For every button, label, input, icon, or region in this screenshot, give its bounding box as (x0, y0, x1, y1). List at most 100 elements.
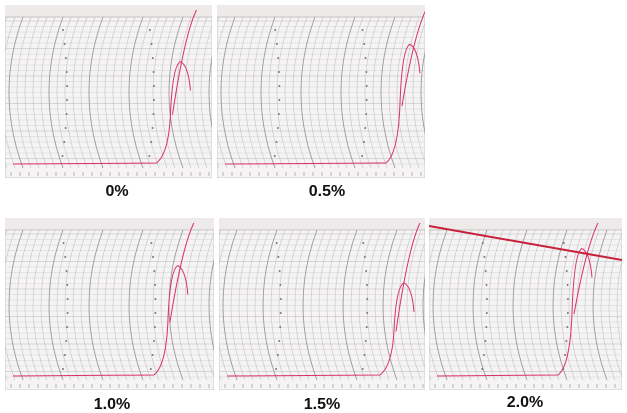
paper-arc (334, 229, 350, 381)
marker-dot (484, 340, 487, 342)
paper-arc (364, 16, 380, 169)
marker-dot (153, 270, 156, 272)
paper-arc (326, 229, 342, 381)
marker-dot (365, 113, 368, 115)
marker-dot (361, 29, 364, 31)
marker-dot (151, 127, 154, 129)
paper-arc (152, 16, 168, 169)
paper-arc (552, 229, 568, 381)
marker-dot (66, 284, 69, 286)
paper-header (429, 218, 622, 230)
paper-header (217, 5, 425, 17)
caption: 1.5% (304, 396, 340, 413)
marker-dot (364, 57, 367, 59)
paper-arc (230, 229, 246, 381)
marker-dot (153, 326, 156, 328)
paper-arc (88, 229, 104, 381)
marker-dot (64, 256, 67, 258)
paper-arc (96, 16, 112, 169)
paper-arc (40, 16, 56, 169)
marker-dot (64, 127, 67, 129)
paper-arc (176, 16, 192, 169)
marker-dot (279, 326, 282, 328)
marker-dot (152, 113, 155, 115)
marker-dot (277, 71, 280, 73)
paper-arc (422, 273, 425, 337)
marker-dot (483, 256, 486, 258)
marker-dot (277, 57, 280, 59)
marker-dot (275, 141, 278, 143)
marker-dot (61, 29, 64, 31)
marker-dot (278, 270, 281, 272)
marker-dot (484, 270, 487, 272)
marker-dot (481, 368, 484, 370)
paper-arc (160, 16, 176, 169)
paper-arc (292, 16, 308, 169)
marker-dot (66, 99, 69, 101)
caption: 1.0% (94, 396, 130, 413)
paper-arc (568, 229, 584, 381)
marker-dot (66, 326, 69, 328)
marker-dot (65, 71, 68, 73)
paper-arc (414, 240, 425, 370)
paper-arc (350, 229, 366, 381)
marker-dot (66, 312, 69, 314)
caption: 0% (105, 183, 128, 200)
paper-arc (262, 229, 278, 381)
marker-dot (278, 85, 281, 87)
marker-dot (149, 368, 152, 370)
paper-header (5, 218, 214, 230)
marker-dot (365, 270, 368, 272)
marker-dot (361, 368, 364, 370)
paper-arc (120, 16, 136, 169)
paper-arc (388, 16, 404, 169)
marker-dot (154, 312, 157, 314)
paper-arc (276, 16, 292, 169)
paper-arc (208, 55, 212, 130)
marker-dot (66, 298, 69, 300)
paper-arc (254, 229, 270, 381)
marker-dot (564, 256, 567, 258)
paper-arc (219, 229, 230, 381)
paper-arc (56, 229, 72, 381)
paper-arc (16, 229, 32, 381)
paper-arc (228, 16, 244, 169)
marker-dot (481, 242, 484, 244)
marker-dot (485, 284, 488, 286)
paper-arc (429, 17, 443, 168)
recorder-chart (219, 218, 425, 390)
marker-dot (65, 340, 68, 342)
paper-arc (136, 229, 152, 381)
marker-dot (566, 284, 569, 286)
marker-dot (483, 354, 486, 356)
paper-arc (112, 16, 128, 169)
marker-dot (562, 242, 565, 244)
paper-arc (112, 229, 128, 381)
paper-arc (238, 229, 254, 381)
paper-arc (332, 16, 348, 169)
paper-arc (220, 16, 236, 169)
marker-dot (566, 312, 569, 314)
marker-dot (566, 326, 569, 328)
paper-arc (48, 16, 64, 169)
marker-dot (362, 141, 365, 143)
marker-dot (565, 340, 568, 342)
recorder-chart (217, 5, 443, 178)
paper-arc (222, 229, 238, 381)
recorder-chart (5, 5, 212, 178)
paper-arc (496, 229, 512, 381)
paper-arc (300, 16, 316, 169)
marker-dot (363, 354, 366, 356)
paper-arc (600, 229, 616, 381)
marker-dot (150, 43, 153, 45)
paper-arc (380, 16, 396, 169)
paper-arc (358, 229, 374, 381)
marker-dot (151, 354, 154, 356)
paper-arc (160, 229, 176, 381)
marker-dot (65, 270, 68, 272)
marker-dot (278, 340, 281, 342)
marker-dot (485, 298, 488, 300)
paper-arc (104, 16, 120, 169)
paper-arc (96, 229, 112, 381)
